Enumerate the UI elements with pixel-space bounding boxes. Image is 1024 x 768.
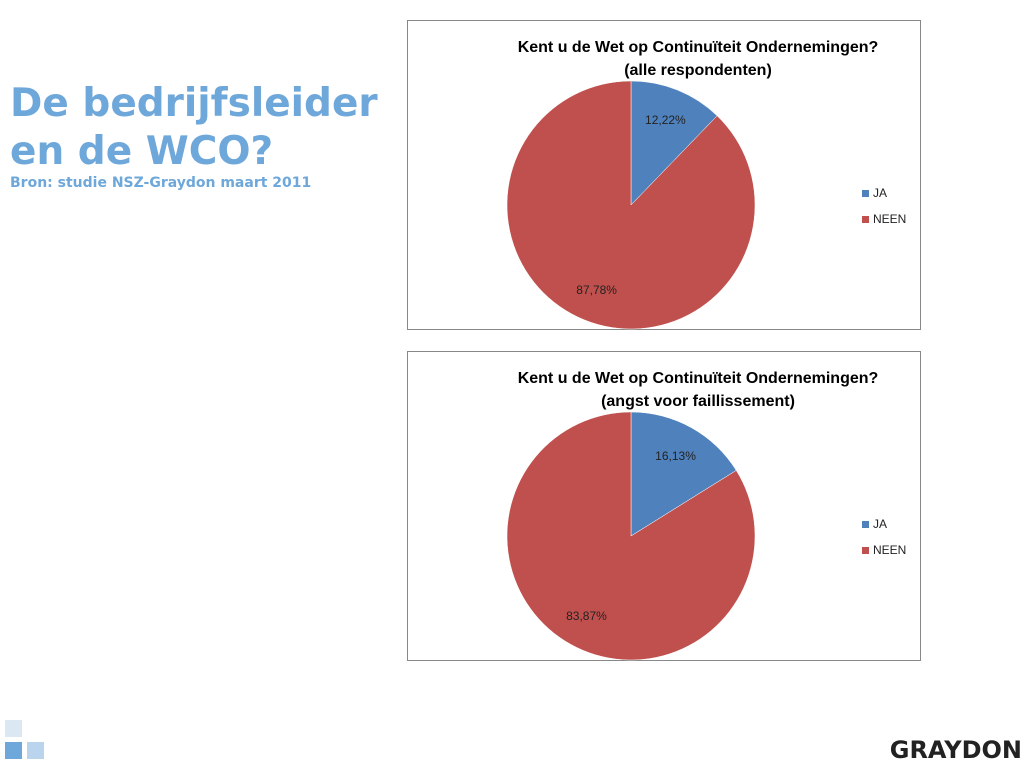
logo-square — [5, 720, 22, 737]
chart-title: Kent u de Wet op Continuïteit Ondernemin… — [518, 39, 879, 56]
legend-swatch — [862, 216, 869, 223]
data-label: 87,78% — [576, 283, 617, 297]
legend-swatch — [862, 190, 869, 197]
slide-title: en de WCO? — [10, 129, 273, 174]
legend-label: JA — [873, 517, 887, 531]
pie-slice — [506, 80, 756, 330]
pie-slice — [506, 411, 756, 661]
legend-swatch — [862, 547, 869, 554]
slide-source: Bron: studie NSZ-Graydon maart 2011 — [10, 175, 311, 191]
chart-subtitle: (alle respondenten) — [624, 62, 772, 79]
data-label: 83,87% — [566, 609, 607, 623]
logo-text: GRAYDON — [890, 736, 1022, 764]
data-label: 16,13% — [655, 449, 696, 463]
legend-swatch — [862, 521, 869, 528]
data-label: 12,22% — [645, 113, 686, 127]
legend-label: JA — [873, 186, 887, 200]
slide-title: De bedrijfsleider — [10, 81, 378, 126]
chart-subtitle: (angst voor faillissement) — [601, 393, 795, 410]
logo-square — [27, 742, 44, 759]
legend-label: NEEN — [873, 543, 906, 557]
chart-title: Kent u de Wet op Continuïteit Ondernemin… — [518, 370, 879, 387]
pie-slice — [630, 411, 737, 537]
pie-slice — [630, 80, 718, 206]
legend-label: NEEN — [873, 212, 906, 226]
logo-square — [5, 742, 22, 759]
